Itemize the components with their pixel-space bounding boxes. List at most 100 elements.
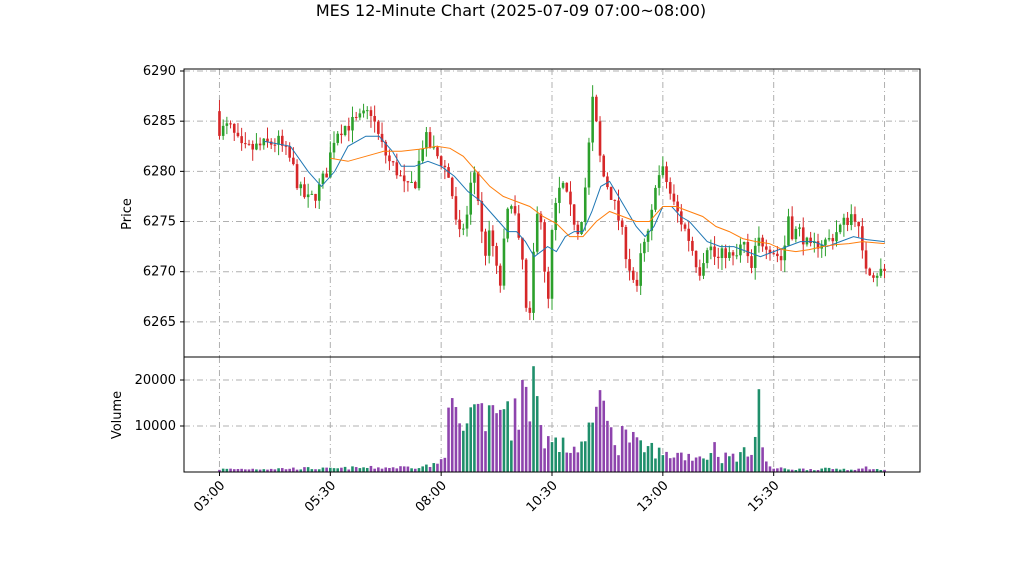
candle-body	[484, 231, 487, 256]
candle-body	[672, 193, 676, 202]
volume-bar	[491, 405, 495, 472]
volume-bar	[583, 441, 587, 472]
volume-bar	[624, 429, 628, 472]
time-axis-ticks: 03:00 05:30 08:00 10:30 13:00 15:30	[191, 472, 886, 515]
volume-bar	[657, 447, 661, 472]
candle-body	[532, 251, 535, 313]
candle-body	[524, 259, 528, 308]
candle-body	[321, 173, 325, 185]
volume-bar	[691, 460, 694, 472]
volume-bar	[506, 401, 509, 472]
volume-bar	[665, 451, 668, 472]
candle-body	[236, 132, 240, 137]
candle-body	[676, 201, 679, 212]
volume-bar	[776, 468, 779, 472]
candle-body	[295, 164, 299, 189]
volume-bar	[273, 469, 277, 472]
volume-bar	[790, 469, 794, 472]
volume-bar	[868, 469, 872, 472]
volume-bar	[687, 453, 690, 472]
candle-body	[613, 199, 617, 201]
volume-bar	[606, 420, 609, 472]
candle-body	[583, 187, 587, 222]
volume-bar	[561, 437, 565, 472]
candle-body	[868, 268, 872, 276]
volume-bar	[295, 469, 299, 472]
candle-body	[521, 237, 524, 260]
candle-body	[303, 184, 306, 198]
candle-body	[580, 221, 583, 234]
candle-body	[779, 256, 783, 261]
volume-bar	[558, 452, 561, 472]
candle-body	[872, 275, 875, 278]
volume-bar	[524, 386, 528, 472]
candle-body	[450, 177, 454, 197]
candle-body	[251, 143, 255, 150]
volume-bar	[240, 468, 243, 472]
candle-body	[421, 148, 424, 161]
volume-bar	[576, 452, 580, 472]
volume-bar	[846, 470, 849, 472]
volume-bar	[794, 470, 798, 472]
volume-bar	[709, 453, 713, 472]
volume-bar	[572, 446, 576, 472]
candle-body	[602, 155, 606, 177]
volume-bar	[402, 466, 406, 472]
candle-body	[340, 133, 343, 136]
volume-bar	[218, 469, 221, 472]
candle-body	[591, 96, 594, 143]
candle-body	[498, 265, 502, 286]
volume-bar	[620, 426, 624, 472]
volume-bar	[528, 421, 532, 472]
candle-body	[598, 121, 602, 156]
time-tick-label: 05:30	[302, 478, 339, 515]
volume-bar	[255, 469, 258, 472]
candle-body	[332, 142, 336, 153]
candle-body	[218, 111, 221, 136]
candle-body	[329, 152, 332, 178]
time-tick-label: 08:00	[413, 478, 450, 515]
volume-bar	[332, 468, 336, 472]
volume-bar	[280, 468, 284, 472]
candle-body	[240, 136, 243, 144]
volume-bar	[258, 469, 262, 472]
volume-bar	[698, 456, 702, 472]
candle-body	[425, 132, 428, 149]
candle-body	[517, 213, 521, 238]
candle-body	[539, 213, 543, 223]
candle-body	[462, 228, 465, 230]
candle-body	[502, 238, 506, 286]
volume-bar	[465, 423, 469, 472]
volume-bar-series	[218, 366, 886, 472]
volume-bar	[469, 407, 473, 472]
volume-bar	[432, 463, 436, 472]
candle-body	[809, 237, 812, 244]
candle-body	[838, 224, 842, 233]
volume-bar	[720, 463, 724, 472]
candle-body	[827, 238, 831, 240]
volume-bar	[221, 468, 225, 472]
volume-bar	[853, 469, 857, 472]
candle-body	[668, 182, 672, 194]
candle-body	[362, 110, 365, 114]
price-tick-label: 6280	[143, 164, 176, 179]
candle-body	[487, 230, 491, 256]
volume-bar	[329, 467, 332, 472]
candle-body	[384, 141, 388, 156]
volume-bar	[369, 465, 373, 472]
volume-bar	[628, 442, 631, 472]
candle-body	[731, 252, 735, 256]
candle-body	[388, 155, 391, 162]
candle-body	[657, 175, 661, 188]
candle-body	[824, 239, 827, 246]
candle-body	[883, 268, 886, 271]
volume-bar	[236, 469, 240, 472]
candle-body	[351, 116, 354, 131]
candle-body	[373, 115, 376, 122]
candle-body	[473, 172, 476, 183]
volume-bar	[842, 468, 846, 472]
candle-body	[716, 256, 720, 259]
volume-bar	[543, 448, 546, 472]
candle-body	[336, 133, 339, 143]
